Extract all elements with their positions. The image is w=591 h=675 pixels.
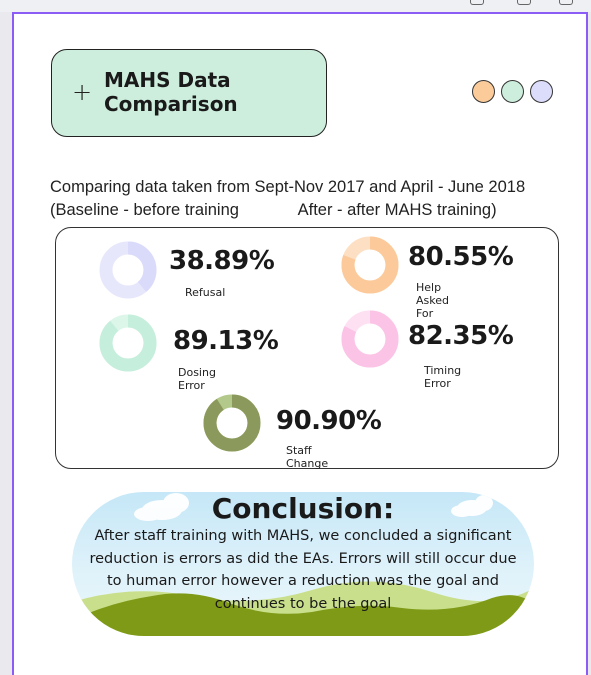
- lavender-dot-icon: [530, 80, 553, 103]
- intro-line-2: (Baseline - before training After - afte…: [50, 201, 497, 219]
- help-asked-value: 80.55%: [408, 242, 514, 272]
- staff-change-ring-fill: [203, 394, 261, 452]
- refusal-value: 38.89%: [169, 246, 275, 276]
- green-dot-icon: [501, 80, 524, 103]
- orange-dot-icon: [472, 80, 495, 103]
- conclusion-line: continues to be the goal: [214, 595, 392, 612]
- conclusion-line: reduction is errors as did the EAs. Erro…: [89, 550, 517, 567]
- help-asked-label: Help Asked For: [416, 281, 449, 320]
- staff-change-value: 90.90%: [276, 406, 382, 436]
- staff-change-label: Staff Change: [286, 444, 329, 470]
- conclusion-body: After staff training with MAHS, we concl…: [72, 525, 534, 615]
- conclusion-line: After staff training with MAHS, we concl…: [94, 528, 512, 544]
- timing-error-value: 82.35%: [408, 321, 514, 351]
- cloud-left-icon: [134, 493, 189, 521]
- help-asked-ring: [341, 236, 399, 294]
- page-title: MAHS Data Comparison: [104, 68, 238, 116]
- conclusion-line: to human error however a reduction was t…: [107, 573, 499, 589]
- plus-icon[interactable]: +: [72, 78, 93, 106]
- stats-panel: 38.89% Refusal 80.55% Help Asked For 89.…: [55, 227, 559, 470]
- dosing-error-value: 89.13%: [173, 326, 279, 356]
- design-canvas[interactable]: + MAHS Data Comparison Comparing data ta…: [12, 12, 588, 675]
- window-top-bar: [0, 0, 591, 12]
- conclusion-heading: Conclusion:: [211, 492, 395, 525]
- comment-icon[interactable]: [470, 0, 484, 5]
- staff-change-ring: [203, 394, 261, 452]
- front-hills: [72, 593, 534, 636]
- trash-icon[interactable]: [559, 0, 573, 5]
- duplicate-icon[interactable]: [517, 0, 531, 5]
- landscape-illustration: [72, 493, 534, 636]
- timing-error-label: Timing Error: [424, 364, 462, 390]
- intro-text: Comparing data taken from Sept-Nov 2017 …: [50, 176, 590, 222]
- help-asked-ring-fill: [341, 236, 399, 294]
- dosing-error-label: Dosing Error: [178, 366, 216, 392]
- intro-line-1: Comparing data taken from Sept-Nov 2017 …: [50, 178, 526, 196]
- cloud-right-icon: [451, 495, 493, 517]
- dosing-error-ring: [99, 314, 157, 372]
- refusal-ring: [99, 241, 157, 299]
- timing-error-ring: [341, 310, 399, 368]
- refusal-ring-fill: [99, 241, 157, 299]
- dosing-error-ring-fill: [99, 314, 157, 372]
- title-card[interactable]: + MAHS Data Comparison: [51, 49, 327, 137]
- timing-error-ring-fill: [341, 310, 399, 368]
- conclusion-card: Conclusion: After staff training with MA…: [72, 492, 534, 636]
- refusal-label: Refusal: [185, 286, 226, 299]
